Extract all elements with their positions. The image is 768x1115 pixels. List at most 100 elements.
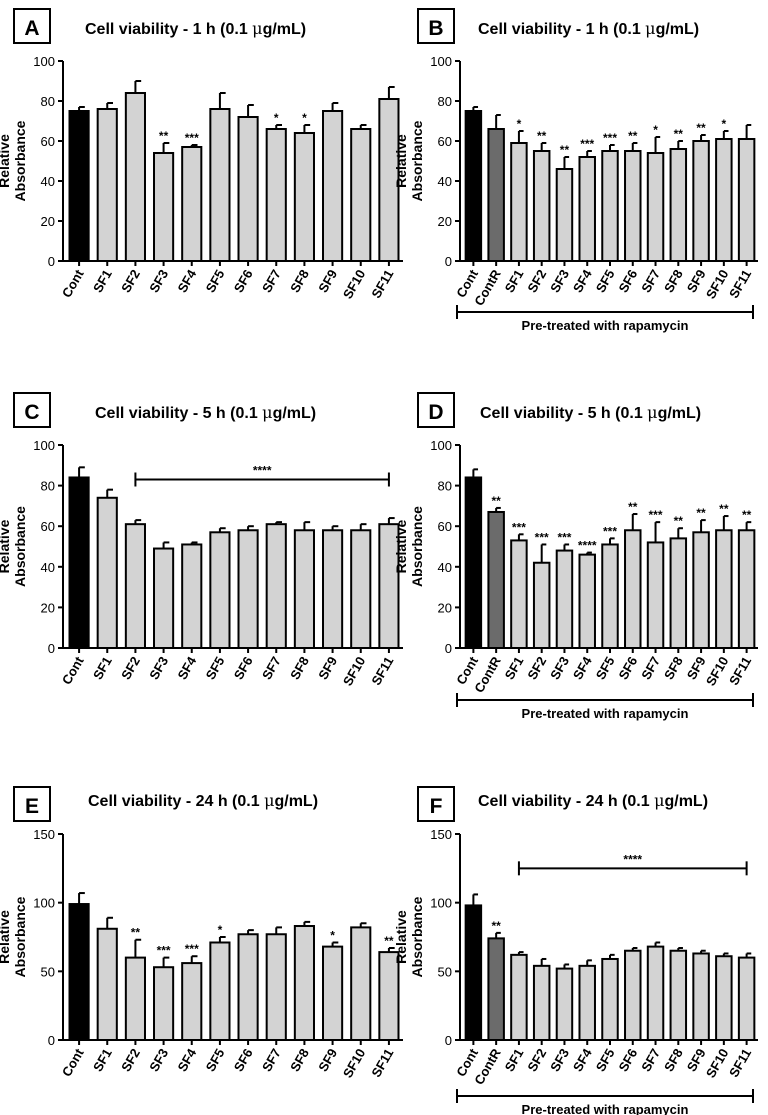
x-tick-label: SF8 <box>661 1046 686 1074</box>
bar-contr <box>487 128 505 262</box>
panel-label: F <box>430 795 443 818</box>
y-tick-label: 100 <box>430 896 452 911</box>
bar-sf6 <box>237 116 259 262</box>
y-axis-label-line1: Relative <box>393 134 409 188</box>
significance-marker: ** <box>742 508 752 522</box>
x-tick-label: Cont <box>59 653 87 687</box>
chart-title-main: Cell viability - 5 h (0.1 <box>480 405 647 422</box>
bar-sf6 <box>624 529 642 650</box>
bar-contr <box>487 937 505 1042</box>
chart-title-mu: μ <box>647 403 657 422</box>
x-tick-label: SF11 <box>368 1046 396 1080</box>
bar-sf11 <box>737 138 756 262</box>
bar-sf3 <box>555 549 574 649</box>
y-axis-label-line2: Absorbance <box>12 896 28 977</box>
bar-cont <box>68 903 90 1041</box>
x-tick-label: SF7 <box>638 267 663 295</box>
significance-marker: **** <box>578 539 597 553</box>
bar-sf1 <box>510 953 528 1041</box>
significance-marker: * <box>218 923 223 937</box>
y-axis-label-line2: Absorbance <box>409 120 425 201</box>
bar-sf7 <box>646 945 665 1042</box>
pretreated-label: Pre-treated with rapamycin <box>522 1102 689 1115</box>
bar-sf11 <box>737 956 756 1041</box>
significance-marker: ** <box>696 121 706 135</box>
x-tick-label: SF2 <box>118 654 143 682</box>
significance-marker: ** <box>696 506 706 520</box>
bar-sf4 <box>181 543 203 649</box>
y-tick-label: 0 <box>445 1033 452 1048</box>
x-tick-label: SF8 <box>287 1046 312 1074</box>
y-tick-label: 150 <box>430 827 452 842</box>
x-tick-label: SF11 <box>368 267 396 301</box>
significance-marker: *** <box>603 524 617 538</box>
significance-marker: *** <box>557 530 571 544</box>
chart-title-unit: g/mL) <box>658 405 702 422</box>
bar-sf7 <box>265 933 287 1042</box>
x-tick-label: SF3 <box>146 267 171 295</box>
x-tick-label: SF6 <box>615 654 640 682</box>
bar-sf6 <box>624 150 642 262</box>
x-tick-label: SF5 <box>203 267 228 295</box>
y-tick-label: 20 <box>41 214 55 229</box>
significance-marker: ** <box>560 143 570 157</box>
panel-f: F Cell viability - 24 h (0.1 μg/mL) Relati… <box>393 786 758 1115</box>
panel-label: C <box>24 401 39 424</box>
bar-sf10 <box>715 529 733 650</box>
significance-marker: ** <box>537 129 547 143</box>
y-axis-label-line2: Absorbance <box>409 896 425 977</box>
pretreated-label: Pre-treated with rapamycin <box>522 318 689 333</box>
bar-sf2 <box>532 964 551 1042</box>
comparison-bracket-label: **** <box>253 464 272 478</box>
x-tick-label: SF7 <box>259 267 284 295</box>
significance-marker: *** <box>185 942 199 956</box>
x-tick-label: SF4 <box>570 1045 595 1074</box>
comparison-bracket-label: **** <box>623 852 642 866</box>
y-axis-label-line2: Absorbance <box>12 506 28 587</box>
x-tick-label: SF4 <box>174 1045 199 1074</box>
x-tick-label: SF3 <box>146 654 171 682</box>
chart-title-main: Cell viability - 5 h (0.1 <box>95 405 262 422</box>
bar-sf11 <box>378 951 400 1042</box>
x-tick-label: Cont <box>59 1045 87 1079</box>
panel-label-box <box>417 8 455 44</box>
panel-a: A Cell viability - 1 h (0.1 μg/mL) Relativ… <box>0 8 403 301</box>
y-axis-label-line1: Relative <box>393 519 409 573</box>
significance-marker: * <box>517 117 522 131</box>
x-tick-label: SF2 <box>118 1046 143 1074</box>
panel-label: A <box>24 17 39 40</box>
x-tick-label: SF4 <box>174 266 199 295</box>
x-tick-label: SF1 <box>502 654 527 682</box>
y-tick-label: 100 <box>33 438 55 453</box>
chart-title-unit: g/mL) <box>656 21 700 38</box>
bar-sf8 <box>669 949 688 1042</box>
significance-marker: ** <box>384 934 394 948</box>
y-axis-label-line1: Relative <box>393 910 409 964</box>
bar-sf5 <box>209 108 231 262</box>
panel-label-box <box>417 392 455 428</box>
y-tick-label: 20 <box>41 600 55 615</box>
significance-marker: *** <box>649 508 663 522</box>
y-tick-label: 50 <box>41 964 55 979</box>
bar-sf5 <box>209 531 231 649</box>
chart-title-mu: μ <box>264 791 274 810</box>
x-tick-label: SF5 <box>203 1046 228 1074</box>
x-tick-label: SF10 <box>703 267 732 301</box>
y-tick-label: 0 <box>445 254 452 269</box>
panel-e: E Cell viability - 24 h (0.1 μg/mL) Relati… <box>0 786 403 1080</box>
chart-title: Cell viability - 1 h (0.1 μg/mL) <box>478 19 699 38</box>
bar-sf8 <box>669 148 688 262</box>
chart-title-unit: g/mL) <box>664 793 708 810</box>
x-tick-label: SF1 <box>502 267 527 295</box>
x-tick-label: SF7 <box>259 654 284 682</box>
bar-sf10 <box>350 926 372 1041</box>
panel-label-box <box>13 392 51 428</box>
bar-sf1 <box>96 108 118 262</box>
x-tick-label: SF3 <box>146 1046 171 1074</box>
bar-sf9 <box>322 945 344 1042</box>
x-tick-label: SF2 <box>524 267 549 295</box>
y-tick-label: 40 <box>41 174 55 189</box>
y-axis-label-line2: Absorbance <box>409 506 425 587</box>
x-tick-label: SF8 <box>661 654 686 682</box>
